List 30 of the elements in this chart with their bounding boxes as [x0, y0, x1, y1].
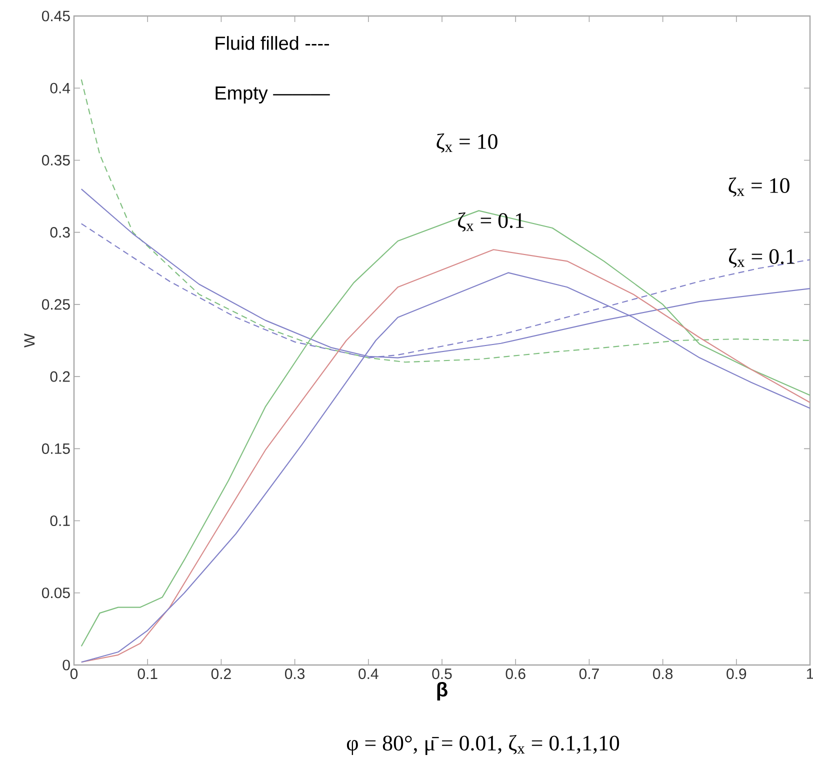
y-tick-label: 0.15 [42, 443, 70, 454]
y-tick-label: 0.4 [50, 82, 70, 94]
y-tick-label: 0.2 [50, 371, 70, 382]
x-tick-label: 0.6 [506, 668, 526, 680]
x-tick-label: 0.2 [211, 668, 231, 680]
y-tick-label: 0.3 [50, 227, 70, 238]
annotation: ζ$_{x}$ = 0.1 [728, 248, 795, 268]
y-tick-label: 0 [62, 660, 70, 670]
x-tick-label: 0.9 [726, 668, 746, 680]
y-tick-label: 0.1 [50, 515, 70, 526]
annotation: ζ$_{x}$ = 10 [436, 133, 498, 153]
x-tick-label: 0.5 [432, 668, 452, 680]
y-tick-label: 0.25 [42, 299, 70, 310]
x-tick-label: 0 [70, 668, 78, 680]
y-tick-label: 0.05 [42, 588, 70, 598]
x-tick-label: 0.7 [579, 668, 599, 680]
x-tick-label: 0.4 [358, 668, 378, 680]
x-tick-label: 0.1 [138, 668, 158, 680]
x-tick-label: 0.3 [284, 668, 305, 680]
annotation: Fluid filled ---- [216, 36, 330, 50]
annotation: ζ$_{x}$ = 0.1 [458, 212, 524, 232]
x-axis-title: β [437, 682, 448, 701]
x-tick-label: 0.8 [652, 668, 673, 680]
annotation: Empty ——— [216, 86, 330, 104]
x-tick-label: 1 [806, 668, 813, 679]
y-axis-title: W [24, 334, 35, 348]
annotation: ζ$_{x}$ = 10 [728, 177, 790, 197]
text: φ = 80°, μ̄ = 0.01, ζ$_{x}$ = 0.1,1,10 [346, 734, 620, 756]
y-tick-label: 0.35 [42, 154, 70, 166]
y-tick-label: 0.45 [42, 10, 70, 22]
